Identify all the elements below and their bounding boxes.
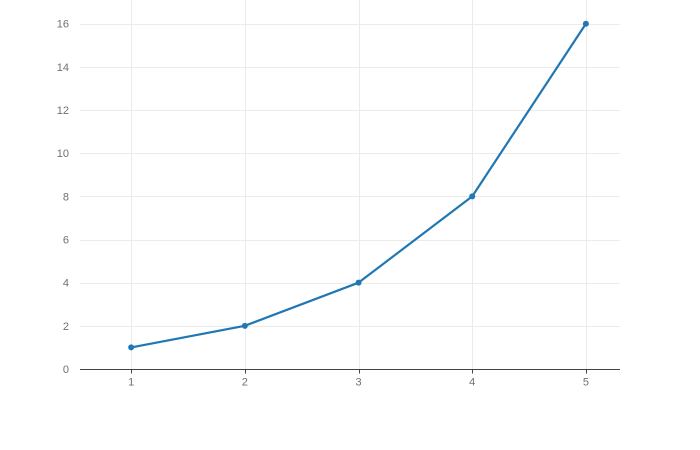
horizontal-gridlines [80, 24, 620, 327]
y-tick-label: 4 [63, 278, 69, 290]
data-point-marker [241, 322, 248, 329]
x-tick-label: 5 [583, 377, 589, 389]
data-series-group [128, 20, 589, 351]
x-tick-label: 3 [355, 377, 361, 389]
data-point-marker [128, 344, 135, 351]
x-tick-label: 2 [242, 377, 248, 389]
y-tick-label: 14 [57, 62, 69, 74]
y-tick-label: 2 [63, 321, 69, 333]
y-tick-label: 10 [57, 148, 69, 160]
y-tick-label: 6 [63, 235, 69, 247]
y-tick-label: 16 [57, 19, 69, 31]
x-tick-label: 1 [128, 377, 134, 389]
data-point-marker [469, 193, 476, 200]
vertical-gridlines [131, 0, 587, 369]
y-axis-tick-labels: 0 2 4 6 8 10 12 14 16 [57, 19, 69, 376]
x-tick-label: 4 [469, 377, 475, 389]
data-point-marker [582, 20, 589, 27]
y-tick-label: 8 [63, 191, 69, 203]
x-axis-tick-labels: 1 2 3 4 5 [128, 377, 589, 389]
data-point-marker [355, 279, 362, 286]
y-tick-label: 0 [63, 364, 69, 376]
y-tick-label: 12 [57, 105, 69, 117]
x-axis-tick-marks [131, 369, 587, 374]
